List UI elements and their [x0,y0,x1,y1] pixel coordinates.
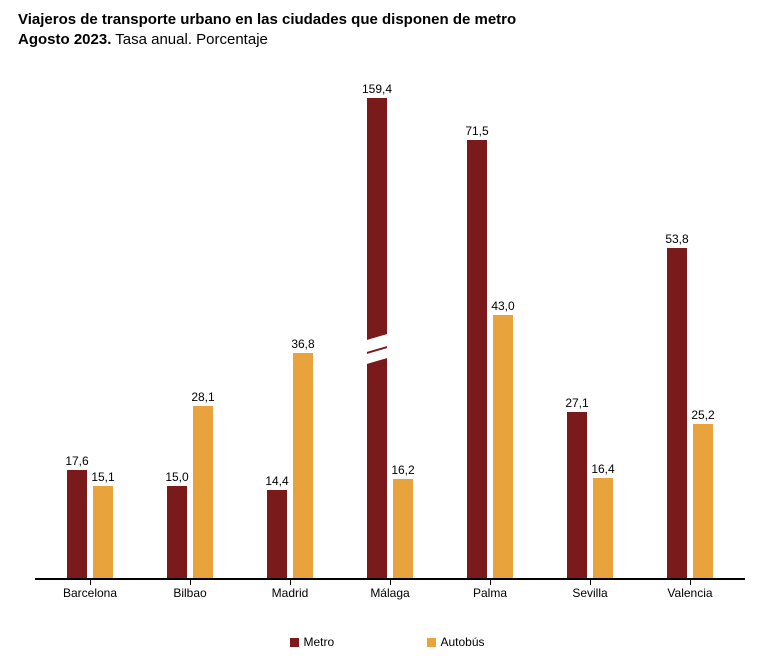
bar-autobus [493,315,513,578]
category-label: Valencia [640,586,740,600]
legend-item-autobus: Autobús [427,635,484,649]
legend-label-metro: Metro [303,635,334,649]
bar-label-metro: 159,4 [347,82,407,96]
x-tick [290,580,291,585]
x-tick [90,580,91,585]
bar-label-autobus: 28,1 [173,390,233,404]
chart-subtitle: Tasa anual. Porcentaje [111,31,268,48]
chart-title-date: Agosto 2023. [18,31,111,48]
bar-group: 27,116,4Sevilla [540,90,640,580]
bar-group: 15,028,1Bilbao [140,90,240,580]
bar-metro [167,486,187,578]
category-label: Málaga [340,586,440,600]
chart-title-block: Viajeros de transporte urbano en las ciu… [18,10,757,49]
bar-label-metro: 53,8 [647,232,707,246]
bar-label-autobus: 43,0 [473,299,533,313]
bar-group: 159,416,2Málaga [340,90,440,580]
legend-label-autobus: Autobús [440,635,484,649]
x-tick [590,580,591,585]
bar-metro [567,412,587,578]
legend-swatch-metro [290,638,299,647]
chart-plot-area: 17,615,1Barcelona15,028,1Bilbao14,436,8M… [35,90,745,580]
bar-label-autobus: 25,2 [673,408,733,422]
bar-label-metro: 17,6 [47,454,107,468]
bar-metro [467,140,487,578]
bar-autobus [393,479,413,578]
chart-title-line2: Agosto 2023. Tasa anual. Porcentaje [18,30,757,50]
bar-group: 71,543,0Palma [440,90,540,580]
bar-label-autobus: 15,1 [73,470,133,484]
category-label: Madrid [240,586,340,600]
bar-label-autobus: 36,8 [273,337,333,351]
category-label: Sevilla [540,586,640,600]
x-tick [690,580,691,585]
x-tick [390,580,391,585]
bar-autobus [593,478,613,578]
legend-item-metro: Metro [290,635,334,649]
bar-group: 14,436,8Madrid [240,90,340,580]
bar-group: 53,825,2Valencia [640,90,740,580]
bar-label-metro: 27,1 [547,396,607,410]
bar-metro [267,490,287,578]
bar-label-autobus: 16,4 [573,462,633,476]
bar-autobus [93,486,113,578]
chart-title-line1: Viajeros de transporte urbano en las ciu… [18,10,757,30]
bar-label-metro: 71,5 [447,124,507,138]
category-label: Bilbao [140,586,240,600]
bar-group: 17,615,1Barcelona [40,90,140,580]
legend-swatch-autobus [427,638,436,647]
bar-metro [367,98,387,578]
category-label: Palma [440,586,540,600]
bar-autobus [693,424,713,578]
bar-metro [67,470,87,578]
bar-autobus [293,353,313,578]
chart-legend: Metro Autobús [0,635,775,649]
x-tick [190,580,191,585]
x-tick [490,580,491,585]
bar-autobus [193,406,213,578]
category-label: Barcelona [40,586,140,600]
bar-label-autobus: 16,2 [373,463,433,477]
